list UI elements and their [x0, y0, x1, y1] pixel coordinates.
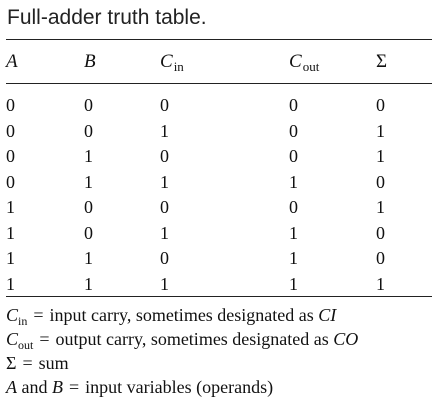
- table-cell: 0: [376, 171, 385, 192]
- table-cell: 1: [376, 197, 385, 218]
- note-ab: A and B = input variables (operands): [6, 377, 274, 397]
- table-cell: 1: [376, 146, 385, 167]
- table-cell: 1: [84, 146, 93, 167]
- table-cell: 1: [160, 222, 169, 243]
- table-cell: 1: [6, 248, 15, 269]
- table-cell: 1: [84, 171, 93, 192]
- table-cell: 1: [6, 273, 15, 294]
- note-sum: Σ = sum: [6, 353, 69, 373]
- table-cell: 1: [289, 222, 298, 243]
- table-row: 0 1 0 0 1: [6, 144, 432, 170]
- table-cell: 0: [6, 171, 15, 192]
- table-cell: 1: [160, 273, 169, 294]
- table-cell: 0: [160, 248, 169, 269]
- legend-notes: Cin = input carry, sometimes designated as…: [6, 303, 432, 399]
- table-cell: 1: [289, 248, 298, 269]
- table-cell: 0: [6, 146, 15, 167]
- table-cell: 1: [376, 120, 385, 141]
- table-cell: 1: [84, 248, 93, 269]
- table-cell: 0: [289, 197, 298, 218]
- table-row: 1 0 1 1 0: [6, 221, 432, 247]
- table-title: Full-adder truth table.: [7, 6, 207, 29]
- table-cell: 0: [376, 248, 385, 269]
- note-cout: Cout = output carry, sometimes designated …: [6, 329, 359, 352]
- table-header-row: A B Cin Cout Σ: [6, 40, 432, 83]
- table-cell: 1: [289, 171, 298, 192]
- table-cell: 0: [84, 120, 93, 141]
- table-row: 0 0 1 0 1: [6, 119, 432, 145]
- table-cell: 1: [376, 273, 385, 294]
- table-row: 0 1 1 1 0: [6, 170, 432, 196]
- header-sum: Σ: [376, 50, 388, 72]
- table-cell: 0: [289, 120, 298, 141]
- header-a: A: [6, 50, 18, 72]
- note-cin: Cin = input carry, sometimes designated as…: [6, 305, 337, 328]
- table-cell: 0: [289, 95, 298, 116]
- table-row: 1 1 0 1 0: [6, 246, 432, 272]
- header-cin: Cin: [160, 50, 184, 74]
- table-cell: 0: [289, 146, 298, 167]
- table-cell: 0: [376, 95, 385, 116]
- table-cell: 1: [84, 273, 93, 294]
- table-cell: 1: [160, 171, 169, 192]
- table-body: 0 0 0 0 0 0 0 1 0 1 0 1 0 0 1 0 1 1 1 0 1 0 0 0 1 1 0 1 1 0 1 1 0 1 0 1 1 1 1 1: [6, 83, 432, 297]
- table-row: 1 1 1 1 1: [6, 272, 432, 298]
- top-rule: [6, 39, 432, 40]
- bottom-rule: [6, 296, 432, 297]
- table-cell: 0: [84, 95, 93, 116]
- table-cell: 0: [160, 197, 169, 218]
- table-cell: 0: [376, 222, 385, 243]
- table-row: 1 0 0 0 1: [6, 195, 432, 221]
- table-cell: 1: [6, 197, 15, 218]
- table-cell: 0: [160, 95, 169, 116]
- table-cell: 0: [84, 197, 93, 218]
- header-cout: Cout: [289, 50, 320, 74]
- table-cell: 0: [160, 146, 169, 167]
- table-cell: 0: [84, 222, 93, 243]
- header-rule: [6, 83, 432, 84]
- table-cell: 1: [289, 273, 298, 294]
- header-b: B: [84, 50, 96, 72]
- table-cell: 0: [6, 95, 15, 116]
- table-cell: 0: [6, 120, 15, 141]
- table-row: 0 0 0 0 0: [6, 83, 432, 119]
- table-cell: 1: [160, 120, 169, 141]
- table-cell: 1: [6, 222, 15, 243]
